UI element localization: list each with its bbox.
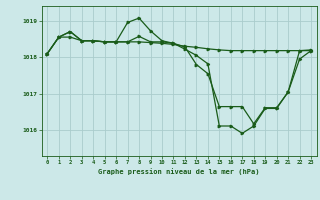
X-axis label: Graphe pression niveau de la mer (hPa): Graphe pression niveau de la mer (hPa) [99,168,260,175]
